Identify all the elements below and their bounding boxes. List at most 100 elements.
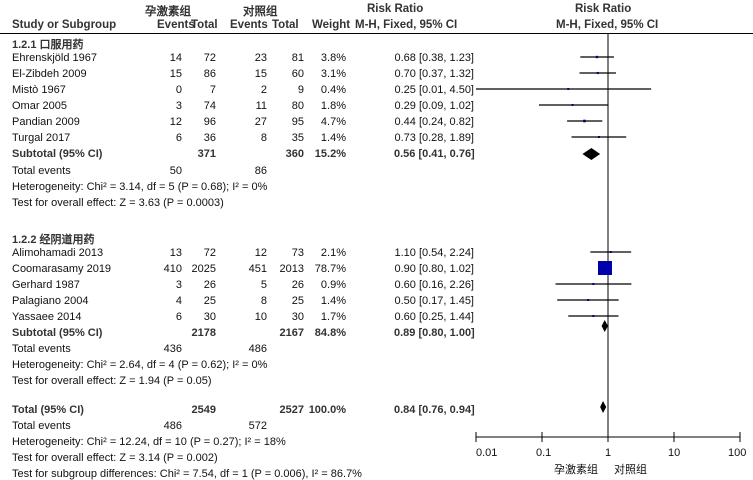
- risk-ratio-ci: 0.44 [0.24, 0.82]: [394, 116, 474, 128]
- exp-events: 13: [169, 247, 182, 259]
- weight: 2.1%: [320, 247, 346, 259]
- ctrl-events: 11: [255, 100, 267, 112]
- subtotal-exp-total: 371: [197, 148, 216, 160]
- total-events-exp: 50: [169, 165, 182, 177]
- ctrl-total: 95: [291, 116, 304, 128]
- overall-effect-text: Test for overall effect: Z = 1.94 (P = 0…: [12, 375, 212, 387]
- point-estimate-square: [597, 136, 600, 138]
- risk-ratio-ci: 0.90 [0.80, 1.02]: [394, 263, 474, 275]
- header-divider: [0, 33, 753, 34]
- heterogeneity-text: Heterogeneity: Chi² = 3.14, df = 5 (P = …: [12, 181, 268, 193]
- favours-experimental-label: 孕激素组: [554, 464, 598, 476]
- study-name: Ehrenskjöld 1967: [12, 52, 98, 64]
- ctrl-total: 25: [291, 295, 304, 307]
- exp-total: 36: [203, 132, 216, 144]
- ctrl-total: 60: [291, 68, 304, 80]
- group-control-header: 对照组: [243, 6, 278, 18]
- study-name: Gerhard 1987: [12, 279, 80, 291]
- point-estimate-square: [587, 299, 590, 301]
- study-name: Yassaee 2014: [12, 311, 82, 323]
- study-name: Palagiano 2004: [12, 295, 89, 307]
- exp-events: 0: [175, 84, 182, 96]
- exp-total: 26: [203, 279, 216, 291]
- risk-ratio-ci: 0.70 [0.37, 1.32]: [394, 68, 474, 80]
- weight: 1.8%: [320, 100, 346, 112]
- weight: 3.1%: [320, 68, 346, 80]
- subtotal-weight: 15.2%: [314, 148, 346, 160]
- exp-total: 86: [203, 68, 216, 80]
- exp-total: 74: [203, 100, 216, 112]
- study-name: Mistò 1967: [12, 84, 66, 96]
- ctrl-total: 26: [291, 279, 304, 291]
- ctrl-events: 5: [260, 279, 267, 291]
- subtotal-label: Subtotal (95% CI): [12, 148, 103, 160]
- subtotal-risk-ratio: 0.56 [0.41, 0.76]: [394, 148, 475, 160]
- total-label: Total (95% CI): [12, 404, 84, 416]
- exp-total: 72: [203, 247, 216, 259]
- axis-tick-1: 1: [605, 447, 612, 459]
- col-exp-total-header: Total: [191, 19, 218, 31]
- ctrl-total: 2013: [279, 263, 304, 275]
- study-name: Coomarasamy 2019: [12, 263, 112, 275]
- weight: 3.8%: [320, 52, 346, 64]
- study-name: Turgal 2017: [12, 132, 71, 144]
- summary-diamond: [600, 401, 607, 413]
- total-events-ctrl: 86: [254, 165, 267, 177]
- subtotal-ctrl-total: 360: [285, 148, 304, 160]
- point-estimate-square: [592, 315, 595, 317]
- exp-total: 96: [203, 116, 216, 128]
- plot-title-header: Risk Ratio: [575, 3, 632, 15]
- exp-total: 7: [209, 84, 216, 96]
- exp-events: 6: [175, 311, 182, 323]
- heterogeneity-text: Heterogeneity: Chi² = 2.64, df = 4 (P = …: [12, 359, 268, 371]
- weight: 1.4%: [320, 132, 346, 144]
- rr-title-header: Risk Ratio: [367, 3, 424, 15]
- exp-events: 6: [175, 132, 182, 144]
- study-name: Pandian 2009: [12, 116, 80, 128]
- weight: 0.9%: [320, 279, 346, 291]
- study-name: Omar 2005: [12, 100, 68, 112]
- summary-diamond: [582, 148, 601, 160]
- exp-events: 410: [163, 263, 182, 275]
- subgroup-title: 1.2.1 口服用药: [12, 39, 84, 51]
- risk-ratio-ci: 0.73 [0.28, 1.89]: [394, 132, 474, 144]
- risk-ratio-ci: 0.25 [0.01, 4.50]: [394, 84, 474, 96]
- weight: 4.7%: [320, 116, 346, 128]
- col-exp-events-header: Events: [157, 19, 195, 31]
- point-estimate-square: [596, 71, 599, 75]
- total-events-label: Total events: [12, 343, 71, 355]
- total-exp-total: 2549: [191, 404, 216, 416]
- exp-events: 4: [175, 295, 182, 307]
- axis-tick-0.01: 0.01: [476, 447, 498, 459]
- ctrl-total: 35: [291, 132, 304, 144]
- ctrl-events: 15: [254, 68, 267, 80]
- risk-ratio-ci: 0.68 [0.38, 1.23]: [394, 52, 474, 64]
- exp-total: 30: [203, 311, 216, 323]
- overall-effect-text: Test for overall effect: Z = 3.63 (P = 0…: [12, 197, 224, 209]
- study-name: El-Zibdeh 2009: [12, 68, 87, 80]
- group-experimental-header: 孕激素组: [145, 6, 191, 18]
- point-estimate-square: [567, 88, 570, 90]
- overall-effect-text: Test for overall effect: Z = 3.14 (P = 0…: [12, 452, 218, 464]
- subtotal-ctrl-total: 2167: [279, 327, 304, 339]
- col-weight-header: Weight: [312, 19, 351, 31]
- ctrl-total: 73: [291, 247, 304, 259]
- col-study-header: Study or Subgroup: [12, 19, 117, 31]
- col-ctrl-total-header: Total: [272, 19, 299, 31]
- point-estimate-square: [609, 251, 612, 253]
- heterogeneity-text: Heterogeneity: Chi² = 12.24, df = 10 (P …: [12, 436, 286, 448]
- ctrl-events: 10: [254, 311, 267, 323]
- exp-events: 12: [169, 116, 182, 128]
- ctrl-events: 8: [260, 132, 267, 144]
- axis-tick-0.1: 0.1: [536, 447, 552, 459]
- total-events-exp: 436: [163, 343, 182, 355]
- risk-ratio-ci: 0.29 [0.09, 1.02]: [394, 100, 474, 112]
- exp-total: 25: [203, 295, 216, 307]
- weight: 0.4%: [320, 84, 346, 96]
- point-estimate-square: [597, 261, 612, 275]
- total-ctrl-total: 2527: [279, 404, 304, 416]
- ctrl-events: 23: [254, 52, 267, 64]
- favours-control-label: 对照组: [614, 464, 647, 476]
- ctrl-total: 30: [291, 311, 304, 323]
